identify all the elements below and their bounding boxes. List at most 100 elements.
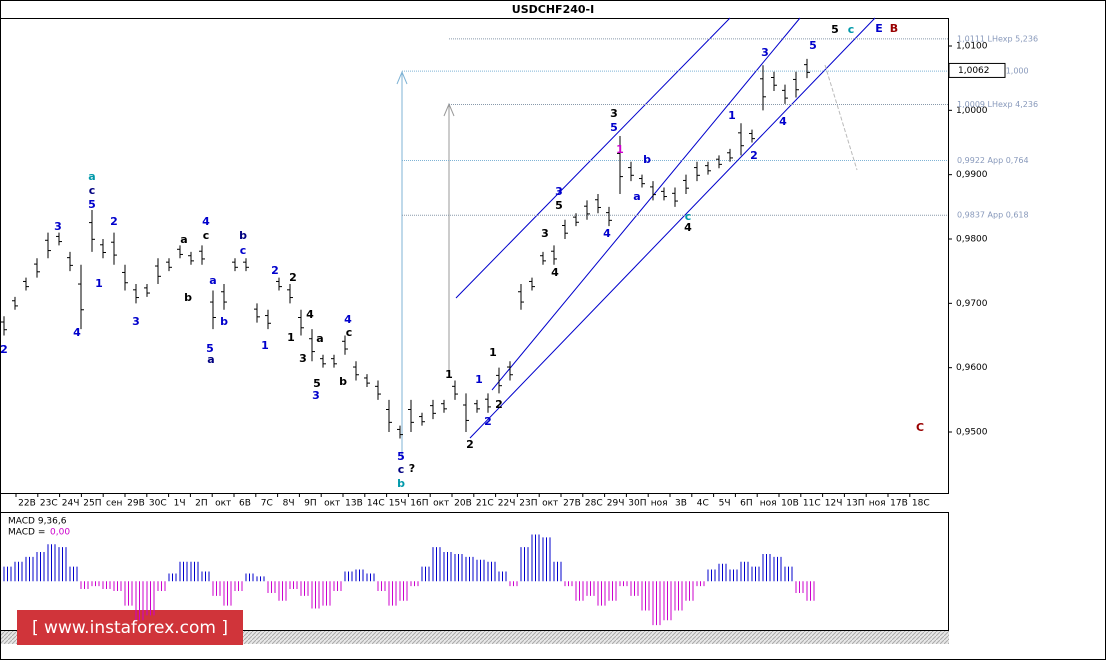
wave-label: 2 bbox=[495, 398, 503, 411]
wave-label: a bbox=[209, 274, 216, 287]
wave-label: 3 bbox=[541, 227, 549, 240]
wave-label: 1 bbox=[445, 368, 453, 381]
wave-label: a bbox=[180, 233, 187, 246]
wave-label: b bbox=[220, 315, 228, 328]
wave-label: 1 bbox=[475, 373, 483, 386]
arrow-head bbox=[443, 102, 455, 117]
wave-label: 4 bbox=[551, 266, 559, 279]
wave-label: 1 bbox=[261, 339, 269, 352]
price-label: 1,0062 bbox=[958, 66, 990, 76]
wave-label: 3 bbox=[132, 315, 140, 328]
x-tick-label: окт bbox=[433, 499, 449, 509]
macd-pane bbox=[0, 512, 949, 631]
x-tick-label: 23П bbox=[519, 499, 537, 509]
wave-label: 4 bbox=[306, 308, 314, 321]
x-tick-label: 20В bbox=[454, 499, 472, 509]
wave-label: 1 bbox=[616, 143, 624, 156]
macd-value-prefix: MACD = bbox=[8, 528, 45, 538]
wave-label: c bbox=[398, 463, 405, 476]
wave-label: 5 bbox=[88, 198, 96, 211]
wave-label: c bbox=[203, 229, 210, 242]
y-tick-label: 1,0000 bbox=[956, 106, 988, 116]
wave-label: b bbox=[397, 477, 405, 490]
x-tick-label: окт bbox=[215, 499, 231, 509]
x-tick-label: окт bbox=[324, 499, 340, 509]
x-tick-label: ноя bbox=[760, 499, 777, 509]
channel-line bbox=[469, 17, 876, 439]
x-tick-label: 13В bbox=[345, 499, 363, 509]
x-tick-label: 18С bbox=[912, 499, 930, 509]
wave-label: 5 bbox=[313, 377, 321, 390]
x-tick-label: ноя bbox=[869, 499, 886, 509]
y-tick-label: 0,9800 bbox=[956, 234, 988, 244]
x-tick-label: 11С bbox=[803, 499, 821, 509]
y-tick-label: 0,9500 bbox=[956, 428, 988, 438]
wave-label: 2 bbox=[750, 149, 758, 162]
wave-label: 1 bbox=[728, 109, 736, 122]
wave-label: 5 bbox=[555, 199, 563, 212]
x-tick-label: 17В bbox=[890, 499, 908, 509]
wave-label: b bbox=[184, 291, 192, 304]
x-tick-label: 28С bbox=[585, 499, 603, 509]
wave-label: 3 bbox=[555, 185, 563, 198]
wave-label: ? bbox=[409, 462, 415, 475]
wave-label: B bbox=[890, 22, 898, 35]
x-tick-label: 13П bbox=[846, 499, 864, 509]
wave-label: a bbox=[207, 353, 214, 366]
wave-label: 3 bbox=[761, 46, 769, 59]
x-tick-label: 6В bbox=[239, 499, 251, 509]
wave-label: 5 bbox=[397, 450, 405, 463]
x-tick-label: 22Ч bbox=[498, 499, 516, 509]
wave-label: 4 bbox=[73, 326, 81, 339]
wave-label: 2 bbox=[466, 438, 474, 451]
x-tick-label: 7С bbox=[261, 499, 273, 509]
wave-label: 5 bbox=[809, 39, 817, 52]
x-tick-label: 21С bbox=[476, 499, 494, 509]
x-tick-label: 27В bbox=[563, 499, 581, 509]
wave-label: 5 bbox=[206, 342, 214, 355]
x-tick-label: 5Ч bbox=[719, 499, 731, 509]
watermark-box bbox=[17, 610, 243, 645]
x-tick-label: 6П bbox=[740, 499, 753, 509]
x-tick-label: 30С bbox=[149, 499, 167, 509]
chart-title: USDCHF240-I bbox=[512, 3, 594, 16]
wave-label: 1 bbox=[489, 346, 497, 359]
wave-label: 4 bbox=[202, 215, 210, 228]
wave-label: b bbox=[239, 229, 247, 242]
x-tick-label: 4С bbox=[697, 499, 709, 509]
wave-label: 4 bbox=[603, 227, 611, 240]
wave-label: 3 bbox=[610, 107, 618, 120]
wave-label: 2 bbox=[0, 343, 8, 356]
channel-line bbox=[491, 17, 801, 391]
wave-label: c bbox=[89, 184, 96, 197]
wave-label: 1 bbox=[95, 277, 103, 290]
price-box bbox=[948, 62, 1006, 78]
fib-label: 0,9837 App 0,618 bbox=[957, 211, 1029, 220]
x-tick-label: 29Ч bbox=[607, 499, 625, 509]
y-tick-label: 0,9700 bbox=[956, 299, 988, 309]
wave-label: 1 bbox=[287, 331, 295, 344]
macd-label: MACD 9,36,6 bbox=[8, 517, 67, 527]
wave-label: b bbox=[339, 375, 347, 388]
wave-label: 4 bbox=[779, 115, 787, 128]
x-tick-label: 1Ч bbox=[174, 499, 186, 509]
x-tick-label: 8Ч bbox=[283, 499, 295, 509]
y-tick-label: 0,9900 bbox=[956, 170, 988, 180]
wave-label: 2 bbox=[289, 271, 297, 284]
wave-label: 3 bbox=[299, 352, 307, 365]
x-tick-label: 29В bbox=[127, 499, 145, 509]
x-tick-label: 12Ч bbox=[825, 499, 843, 509]
x-tick-label: 22В bbox=[18, 499, 36, 509]
x-tick-label: окт bbox=[542, 499, 558, 509]
wave-label: 2 bbox=[271, 264, 279, 277]
fib-label: 1,0009 LHexp 4,236 bbox=[957, 100, 1038, 109]
channel-line bbox=[455, 17, 731, 299]
wave-label: c bbox=[848, 23, 855, 36]
wave-label: a bbox=[88, 170, 95, 183]
fib-label: 1,0111 LHexp 5,236 bbox=[957, 34, 1038, 43]
wave-label: 2 bbox=[484, 415, 492, 428]
wave-label: E bbox=[875, 22, 883, 35]
projection-arrow bbox=[824, 64, 858, 171]
